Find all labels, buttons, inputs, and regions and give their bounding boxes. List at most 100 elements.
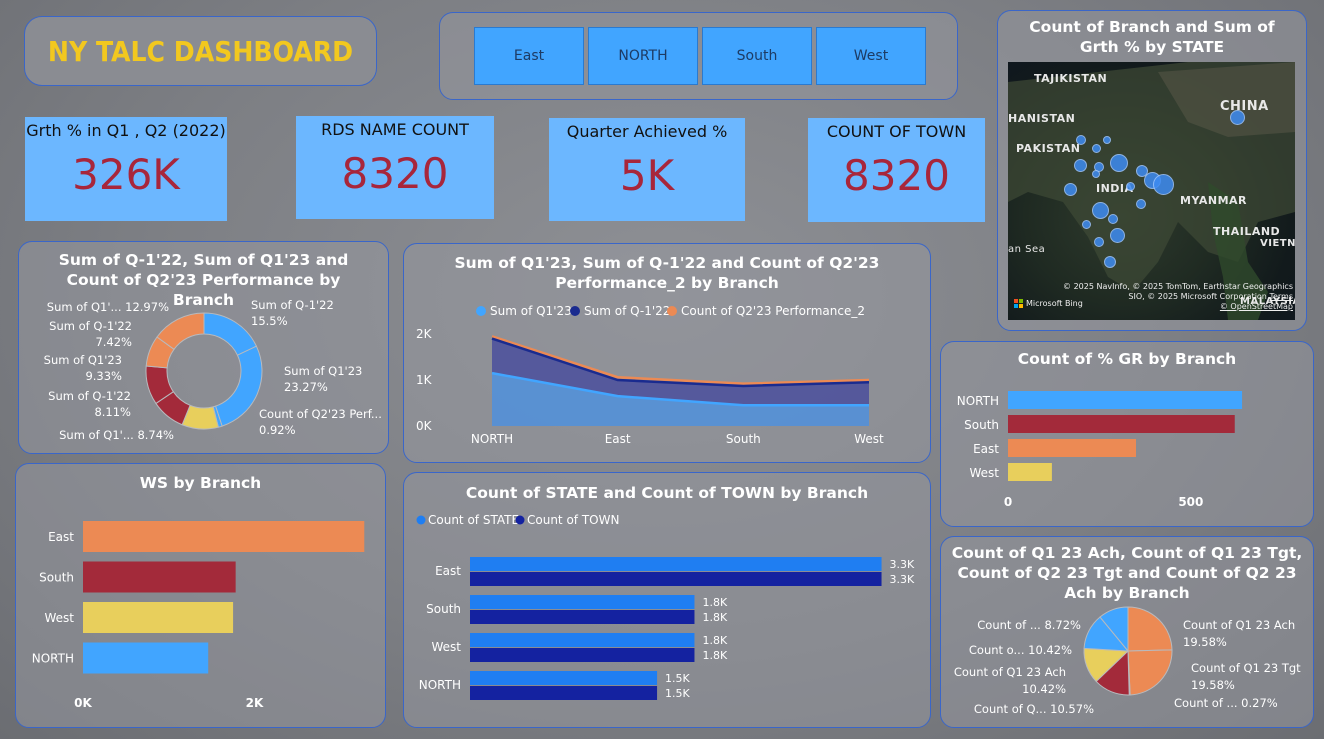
donut-label-name: Sum of Q1'23 [284, 364, 362, 378]
map-view[interactable]: TAJIKISTAN CHINA HANISTAN PAKISTAN INDIA… [1008, 62, 1295, 320]
state-town-data-label: 1.5K [665, 687, 690, 700]
pie-label-pct: 19.58% [1183, 635, 1227, 649]
area-legend-marker [667, 306, 677, 316]
pie-label: Count of ... 8.72% [977, 618, 1081, 632]
kpi-rds-card[interactable]: RDS NAME COUNT 8320 [296, 116, 494, 219]
donut-label-pct: 15.5% [251, 314, 288, 328]
area-legend-label: Count of Q2'23 Performance_2 [681, 304, 865, 318]
gr-category-label: South [964, 418, 999, 432]
dashboard-title: NY TALC DASHBOARD [24, 16, 377, 86]
gr-chart[interactable]: NORTH South East West 0 500 [941, 342, 1315, 528]
map-label-pakistan: PAKISTAN [1016, 142, 1081, 155]
ws-title: WS by Branch [139, 474, 262, 492]
pie-label-name: Count of Q1 23 Ach [1183, 618, 1295, 632]
map-bubble[interactable] [1136, 165, 1148, 177]
map-bubble[interactable] [1110, 228, 1125, 243]
ws-bar [83, 521, 365, 552]
kpi-town-card[interactable]: COUNT OF TOWN 8320 [808, 118, 985, 222]
pie-slice [1099, 606, 1129, 653]
kpi-growth-card[interactable]: Grth % in Q1 , Q2 (2022) 326K [25, 117, 227, 221]
map-bubble[interactable] [1092, 170, 1100, 178]
ws-bar [83, 642, 209, 674]
map-bubble[interactable] [1094, 237, 1104, 247]
area-y-tick: 2K [416, 327, 433, 341]
donut-label-name: Sum of Q-1'22 [49, 319, 132, 333]
pie-chart[interactable]: Count of Q1 23 Ach 19.58% Count of Q1 23 T… [941, 537, 1315, 729]
map-bubble[interactable] [1092, 202, 1109, 219]
state-town-category-label: East [435, 564, 461, 578]
pie-label-pct: 10.42% [1022, 682, 1066, 696]
map-bubble[interactable] [1108, 214, 1118, 224]
map-bubble[interactable] [1092, 144, 1101, 153]
gr-panel[interactable]: Count of % GR by Branch NORTH South East We… [940, 341, 1314, 527]
gr-bar [1008, 415, 1235, 433]
map-bubble[interactable] [1153, 174, 1174, 195]
kpi-town-value: 8320 [843, 151, 950, 200]
slicer-west[interactable]: West [816, 27, 926, 85]
kpi-town-label: COUNT OF TOWN [826, 122, 967, 141]
kpi-quarter-card[interactable]: Quarter Achieved % 5K [549, 118, 745, 221]
state-town-data-label: 1.8K [702, 596, 727, 609]
map-label-sea: an Sea [1008, 244, 1046, 255]
pie-label-name: Count of Q1 23 Ach [954, 665, 1066, 679]
area-line-q122 [491, 337, 870, 388]
map-bubble[interactable] [1082, 220, 1091, 229]
state-town-bar [470, 686, 658, 700]
state-town-data-label: 1.8K [702, 634, 727, 647]
donut-label-pct: 8.11% [94, 405, 131, 419]
donut-label-name: Sum of Q-1'22 [251, 298, 334, 312]
pie-label-pct: 19.58% [1191, 678, 1235, 692]
donut-label: Sum of Q1'... 12.97% [47, 300, 169, 314]
map-bubble[interactable] [1104, 256, 1116, 268]
gr-x-tick: 0 [1004, 495, 1012, 509]
state-town-panel[interactable]: Count of STATE and Count of TOWN by Bran… [403, 472, 931, 728]
area-panel[interactable]: Sum of Q1'23, Sum of Q-1'22 and Count of… [403, 243, 931, 463]
map-label-malaysia: MALAYSIA [1240, 296, 1295, 307]
slicer-north[interactable]: NORTH [588, 27, 698, 85]
slicer-east[interactable]: East [474, 27, 584, 85]
map-label-myanmar: MYANMAR [1180, 194, 1248, 207]
map-bubble[interactable] [1230, 110, 1245, 125]
kpi-quarter-label: Quarter Achieved % [566, 122, 728, 141]
map-bubble[interactable] [1064, 183, 1077, 196]
donut-chart[interactable]: Sum of Q-1'22 15.5% Sum of Q1'23 23.27% Coun… [19, 242, 390, 455]
donut-panel[interactable]: Sum of Q-1'22, Sum of Q1'23 and Count of… [18, 241, 389, 454]
kpi-rds-value: 8320 [341, 149, 449, 198]
map-bubble[interactable] [1136, 199, 1146, 209]
donut-label-pct: 12.97% [125, 300, 169, 314]
state-town-data-label: 3.3K [890, 558, 915, 571]
pie-label: Count of ... 0.27% [1174, 696, 1278, 710]
donut-label-pct: 8.74% [137, 428, 174, 442]
donut-label-pct: 0.92% [259, 423, 296, 437]
area-title: Sum of Q1'23, Sum of Q-1'22 and Count of… [454, 254, 880, 292]
ws-chart[interactable]: East South West NORTH 0K 2K [16, 464, 387, 729]
state-town-data-label: 3.3K [890, 573, 915, 586]
ws-panel[interactable]: WS by Branch East South West NORTH 0K 2K [15, 463, 386, 728]
slicer-south[interactable]: South [702, 27, 812, 85]
donut-label-name: Sum of Q1'... [59, 428, 137, 442]
map-bubble[interactable] [1110, 154, 1128, 172]
map-bubble[interactable] [1074, 159, 1087, 172]
ws-category-label: East [48, 530, 74, 544]
map-label-india: INDIA [1096, 182, 1134, 195]
map-bubble[interactable] [1126, 182, 1135, 191]
ws-category-label: West [44, 611, 74, 625]
gr-bar [1008, 439, 1136, 457]
map-osm-link[interactable]: © OpenStreetMap [1219, 302, 1293, 311]
map-bubble[interactable] [1076, 135, 1086, 145]
state-town-legend-label: Count of TOWN [527, 513, 619, 527]
map-attribution-text: © 2025 NavInfo, © 2025 TomTom, Earthstar… [1063, 282, 1293, 301]
pie-panel[interactable]: Count of Q1 23 Ach, Count of Q1 23 Tgt, … [940, 536, 1314, 728]
donut-label-pct: 23.27% [284, 380, 328, 394]
map-bubble[interactable] [1103, 136, 1111, 144]
state-town-title: Count of STATE and Count of TOWN by Bran… [465, 484, 869, 502]
gr-title: Count of % GR by Branch [1017, 350, 1237, 368]
state-town-bar [470, 633, 695, 647]
donut-label-pct: 7.42% [95, 335, 132, 349]
area-x-tick: NORTH [471, 432, 513, 446]
map-terms-link[interactable]: Terms [1269, 292, 1293, 301]
map-label-china: CHINA [1220, 99, 1269, 114]
area-chart[interactable]: Sum of Q1'23 Sum of Q-1'22 Count of Q2'23 … [404, 244, 932, 464]
state-town-chart[interactable]: Count of STATE Count of TOWN East 3.3K 3.3K S… [404, 473, 932, 729]
pie-slice [1127, 649, 1173, 696]
